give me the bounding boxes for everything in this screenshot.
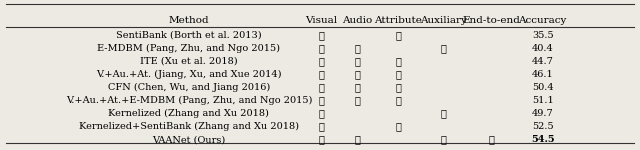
Text: 40.4: 40.4 bbox=[532, 44, 554, 53]
Text: ✓: ✓ bbox=[318, 70, 324, 79]
Text: ✓: ✓ bbox=[354, 83, 360, 92]
Text: ✓: ✓ bbox=[354, 44, 360, 53]
Text: ✓: ✓ bbox=[395, 70, 401, 79]
Text: ITE (Xu et al. 2018): ITE (Xu et al. 2018) bbox=[140, 57, 237, 66]
Text: ✓: ✓ bbox=[318, 44, 324, 53]
Text: ✓: ✓ bbox=[318, 109, 324, 118]
Text: CFN (Chen, Wu, and Jiang 2016): CFN (Chen, Wu, and Jiang 2016) bbox=[108, 83, 270, 92]
Text: V.+Au.+At. (Jiang, Xu, and Xue 2014): V.+Au.+At. (Jiang, Xu, and Xue 2014) bbox=[96, 70, 282, 79]
Text: 35.5: 35.5 bbox=[532, 31, 554, 40]
Text: ✓: ✓ bbox=[395, 83, 401, 92]
Text: ✓: ✓ bbox=[318, 57, 324, 66]
Text: ✓: ✓ bbox=[440, 109, 447, 118]
Text: ✓: ✓ bbox=[440, 135, 447, 144]
Text: 46.1: 46.1 bbox=[532, 70, 554, 79]
Text: ✓: ✓ bbox=[354, 57, 360, 66]
Text: Auxiliary: Auxiliary bbox=[420, 16, 467, 25]
Text: Kernelized+SentiBank (Zhang and Xu 2018): Kernelized+SentiBank (Zhang and Xu 2018) bbox=[79, 122, 299, 131]
Text: 50.4: 50.4 bbox=[532, 83, 554, 92]
Text: ✓: ✓ bbox=[354, 96, 360, 105]
Text: ✓: ✓ bbox=[318, 96, 324, 105]
Text: E-MDBM (Pang, Zhu, and Ngo 2015): E-MDBM (Pang, Zhu, and Ngo 2015) bbox=[97, 44, 280, 53]
Text: ✓: ✓ bbox=[318, 135, 324, 144]
Text: ✓: ✓ bbox=[395, 31, 401, 40]
Text: ✓: ✓ bbox=[395, 96, 401, 105]
Text: V.+Au.+At.+E-MDBM (Pang, Zhu, and Ngo 2015): V.+Au.+At.+E-MDBM (Pang, Zhu, and Ngo 20… bbox=[66, 96, 312, 105]
Text: 54.5: 54.5 bbox=[531, 135, 554, 144]
Text: End-to-end: End-to-end bbox=[463, 16, 520, 25]
Text: 49.7: 49.7 bbox=[532, 109, 554, 118]
Text: SentiBank (Borth et al. 2013): SentiBank (Borth et al. 2013) bbox=[116, 31, 262, 40]
Text: ✓: ✓ bbox=[395, 122, 401, 131]
Text: Visual: Visual bbox=[305, 16, 337, 25]
Text: ✓: ✓ bbox=[354, 135, 360, 144]
Text: ✓: ✓ bbox=[488, 135, 495, 144]
Text: VAANet (Ours): VAANet (Ours) bbox=[152, 135, 225, 144]
Text: ✓: ✓ bbox=[318, 83, 324, 92]
Text: ✓: ✓ bbox=[318, 122, 324, 131]
Text: Accuracy: Accuracy bbox=[518, 16, 567, 25]
Text: ✓: ✓ bbox=[395, 57, 401, 66]
Text: 51.1: 51.1 bbox=[532, 96, 554, 105]
Text: 52.5: 52.5 bbox=[532, 122, 554, 131]
Text: 44.7: 44.7 bbox=[532, 57, 554, 66]
Text: ✓: ✓ bbox=[440, 44, 447, 53]
Text: Audio: Audio bbox=[342, 16, 372, 25]
Text: Kernelized (Zhang and Xu 2018): Kernelized (Zhang and Xu 2018) bbox=[108, 109, 269, 118]
Text: Method: Method bbox=[168, 16, 209, 25]
Text: ✓: ✓ bbox=[318, 31, 324, 40]
Text: ✓: ✓ bbox=[354, 70, 360, 79]
Text: Attribute: Attribute bbox=[374, 16, 422, 25]
